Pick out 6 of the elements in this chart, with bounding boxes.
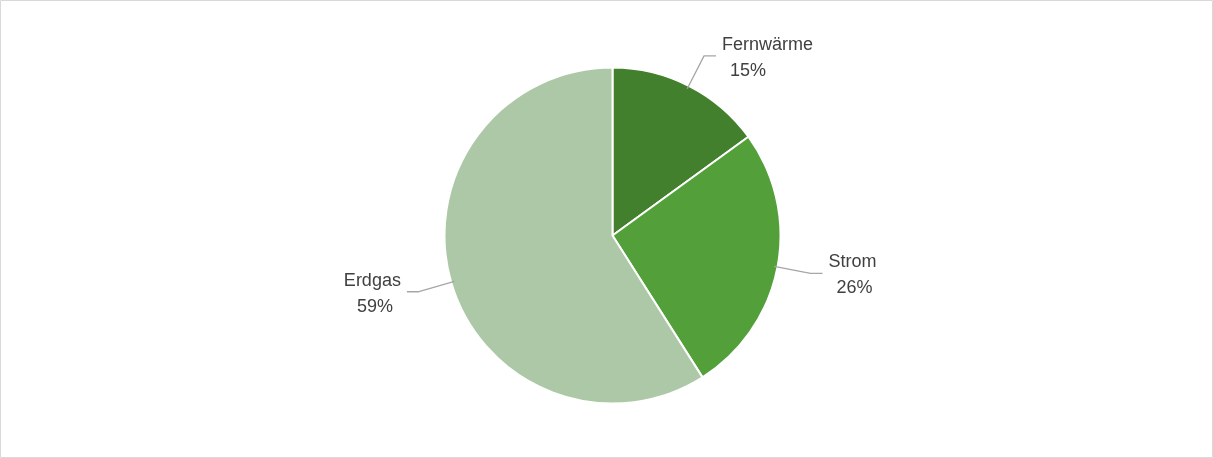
data-label: 15% bbox=[730, 59, 767, 80]
data-label: 26% bbox=[836, 277, 873, 298]
data-label: 59% bbox=[356, 295, 393, 316]
slice-label: Erdgas bbox=[343, 269, 401, 290]
slice-label: Fernwärme bbox=[722, 33, 814, 54]
slice-label: Strom bbox=[828, 251, 877, 272]
